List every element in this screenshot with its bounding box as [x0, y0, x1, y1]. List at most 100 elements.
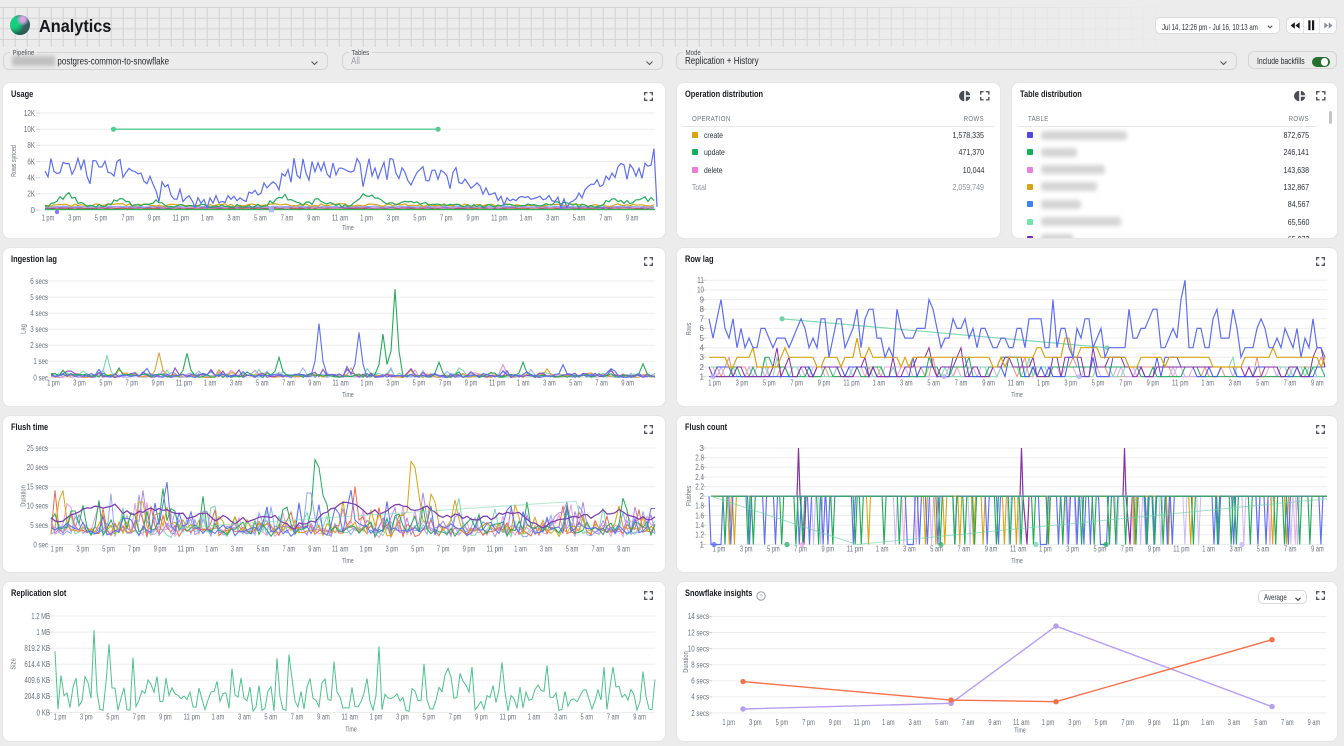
- svg-text:9 pm: 9 pm: [1148, 718, 1161, 727]
- svg-text:9 am: 9 am: [308, 379, 321, 388]
- svg-text:11 am: 11 am: [1010, 545, 1027, 554]
- svg-text:1 pm: 1 pm: [713, 545, 726, 554]
- svg-text:Time: Time: [342, 556, 354, 565]
- svg-text:5 am: 5 am: [930, 545, 943, 554]
- svg-text:5 pm: 5 pm: [99, 379, 112, 388]
- svg-text:Time: Time: [342, 390, 354, 399]
- svg-text:7 pm: 7 pm: [440, 214, 453, 223]
- svg-text:10 secs: 10 secs: [27, 502, 48, 511]
- svg-text:20 secs: 20 secs: [27, 463, 48, 472]
- svg-text:6: 6: [700, 324, 705, 333]
- svg-text:1 pm: 1 pm: [708, 379, 721, 388]
- svg-text:Rows synced: Rows synced: [9, 145, 18, 177]
- svg-text:11 pm: 11 pm: [847, 545, 864, 554]
- svg-text:9 am: 9 am: [633, 713, 646, 722]
- svg-text:2: 2: [700, 363, 705, 372]
- svg-text:11 pm: 11 pm: [853, 718, 870, 727]
- svg-text:9 pm: 9 pm: [1147, 379, 1160, 388]
- svg-text:204.8 KB: 204.8 KB: [24, 692, 50, 701]
- svg-text:7 am: 7 am: [291, 713, 304, 722]
- svg-text:5 pm: 5 pm: [106, 713, 119, 722]
- svg-text:9 pm: 9 pm: [818, 379, 831, 388]
- svg-text:Time: Time: [1011, 390, 1023, 399]
- svg-text:5 pm: 5 pm: [102, 545, 115, 554]
- svg-text:7 pm: 7 pm: [449, 713, 462, 722]
- svg-text:9 am: 9 am: [1311, 379, 1324, 388]
- svg-text:1 am: 1 am: [1202, 545, 1215, 554]
- svg-text:11 pm: 11 pm: [491, 214, 508, 223]
- svg-text:1 am: 1 am: [514, 545, 527, 554]
- svg-text:3 pm: 3 pm: [73, 379, 86, 388]
- svg-text:7 am: 7 am: [281, 214, 294, 223]
- svg-text:11 pm: 11 pm: [183, 713, 200, 722]
- svg-text:7 pm: 7 pm: [790, 379, 803, 388]
- svg-text:6 secs: 6 secs: [30, 277, 48, 286]
- svg-text:Time: Time: [1011, 556, 1023, 565]
- svg-text:Rows: Rows: [684, 323, 693, 336]
- svg-text:7 am: 7 am: [595, 379, 608, 388]
- svg-text:11 pm: 11 pm: [1172, 379, 1189, 388]
- svg-text:12 secs: 12 secs: [688, 628, 709, 637]
- svg-text:3 pm: 3 pm: [1068, 718, 1081, 727]
- svg-text:5 am: 5 am: [254, 214, 267, 223]
- svg-text:1 pm: 1 pm: [1037, 379, 1050, 388]
- svg-text:Size: Size: [9, 658, 18, 670]
- svg-text:5 pm: 5 pm: [95, 214, 108, 223]
- svg-text:8K: 8K: [27, 141, 35, 150]
- svg-text:9 pm: 9 pm: [475, 713, 488, 722]
- svg-text:11 am: 11 am: [332, 214, 349, 223]
- svg-text:1 pm: 1 pm: [47, 379, 60, 388]
- svg-text:1 pm: 1 pm: [1042, 718, 1055, 727]
- svg-text:11 pm: 11 pm: [487, 545, 504, 554]
- svg-text:1 am: 1 am: [873, 379, 886, 388]
- svg-text:7 pm: 7 pm: [133, 713, 146, 722]
- svg-text:7 pm: 7 pm: [126, 379, 139, 388]
- svg-text:2 secs: 2 secs: [30, 341, 48, 350]
- svg-text:3 am: 3 am: [1230, 545, 1243, 554]
- svg-text:11 pm: 11 pm: [1173, 545, 1190, 554]
- svg-text:7 am: 7 am: [1284, 379, 1297, 388]
- svg-text:Time: Time: [342, 223, 354, 232]
- svg-text:9 am: 9 am: [982, 379, 995, 388]
- svg-text:5 am: 5 am: [573, 214, 586, 223]
- svg-text:5 am: 5 am: [1254, 718, 1267, 727]
- svg-text:11 pm: 11 pm: [1173, 718, 1190, 727]
- svg-text:1 pm: 1 pm: [360, 545, 373, 554]
- svg-text:1.8: 1.8: [695, 502, 704, 511]
- svg-text:6 secs: 6 secs: [691, 677, 709, 686]
- svg-text:6K: 6K: [27, 157, 35, 166]
- svg-text:3: 3: [700, 353, 705, 362]
- svg-text:Duration: Duration: [19, 485, 28, 507]
- svg-text:1 am: 1 am: [876, 545, 889, 554]
- svg-text:5 secs: 5 secs: [30, 293, 48, 302]
- svg-text:3 am: 3 am: [228, 214, 241, 223]
- svg-text:7 pm: 7 pm: [437, 545, 450, 554]
- svg-text:2K: 2K: [27, 190, 35, 199]
- svg-text:3 am: 3 am: [909, 718, 922, 727]
- svg-text:4K: 4K: [27, 174, 35, 183]
- svg-text:3 am: 3 am: [543, 379, 556, 388]
- svg-text:3 am: 3 am: [1228, 718, 1241, 727]
- svg-text:7 pm: 7 pm: [128, 545, 141, 554]
- svg-text:5 am: 5 am: [566, 545, 579, 554]
- svg-text:7 am: 7 am: [958, 545, 971, 554]
- svg-text:1.2 MB: 1.2 MB: [31, 612, 50, 621]
- svg-text:1 pm: 1 pm: [42, 214, 55, 223]
- svg-text:3 pm: 3 pm: [387, 379, 400, 388]
- svg-text:11 pm: 11 pm: [489, 379, 506, 388]
- svg-text:9 am: 9 am: [621, 379, 634, 388]
- svg-text:5 pm: 5 pm: [411, 545, 424, 554]
- svg-text:11 pm: 11 pm: [178, 545, 195, 554]
- svg-text:3 am: 3 am: [238, 713, 251, 722]
- svg-text:9 pm: 9 pm: [152, 379, 165, 388]
- svg-text:9 am: 9 am: [1308, 718, 1321, 727]
- svg-text:1 am: 1 am: [204, 379, 217, 388]
- svg-text:9 pm: 9 pm: [154, 545, 167, 554]
- svg-text:9 am: 9 am: [626, 214, 639, 223]
- svg-text:5 am: 5 am: [935, 718, 948, 727]
- svg-text:3 am: 3 am: [230, 379, 243, 388]
- svg-text:3 pm: 3 pm: [1064, 379, 1077, 388]
- svg-text:25 secs: 25 secs: [27, 444, 48, 453]
- svg-text:0 KB: 0 KB: [37, 708, 51, 717]
- svg-text:11 am: 11 am: [341, 713, 358, 722]
